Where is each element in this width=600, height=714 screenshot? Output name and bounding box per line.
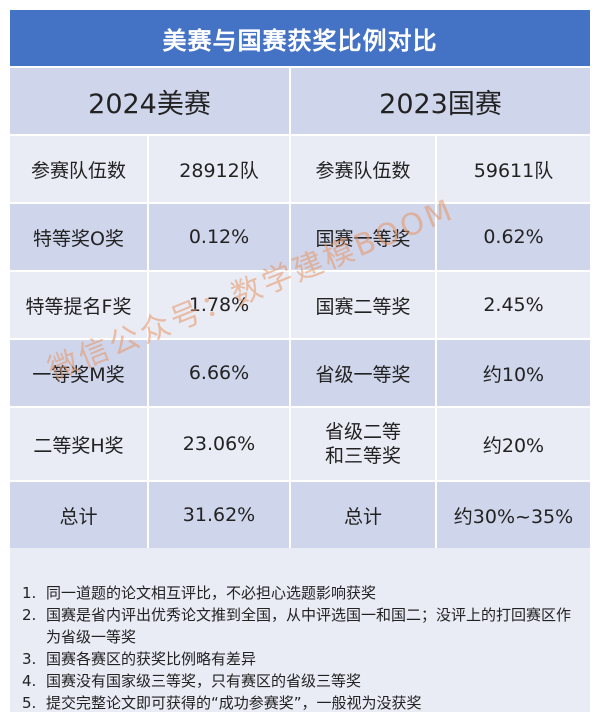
note-number: 2. [22,606,37,624]
row-label-left: 特等提名F奖 [10,271,149,340]
table-row: 特等提名F奖 1.78% 国赛二等奖 2.45% [10,271,590,340]
notes-list: 1. 同一道题的论文相互评比，不必担心选题影响获奖 2. 国赛是省内评出优秀论文推到… [22,582,578,714]
row-value-right: 0.62% [436,203,590,272]
note-number: 3. [22,650,37,668]
list-item: 5. 提交完整论文即可获得的“成功参赛奖”，一般视为没获奖 [22,692,578,714]
row-label-right: 省级二等和三等奖 [290,407,437,482]
row-value-right: 2.45% [436,271,590,340]
row-label-right: 总计 [290,481,437,550]
row-label-left: 总计 [10,481,149,550]
table-row: 二等奖H奖 23.06% 省级二等和三等奖 约20% [10,407,590,482]
row-label-right: 参赛队伍数 [290,135,437,204]
note-text: 同一道题的论文相互评比，不必担心选题影响获奖 [46,584,377,602]
notes-panel: 1. 同一道题的论文相互评比，不必担心选题影响获奖 2. 国赛是省内评出优秀论文推到… [10,548,590,712]
table-row: 一等奖M奖 6.66% 省级一等奖 约10% [10,339,590,408]
note-text: 国赛是省内评出优秀论文推到全国，从中评选国一和国二；没评上的打回赛区作为省级一等… [46,606,572,646]
note-number: 4. [22,672,37,690]
row-value-left: 1.78% [148,271,291,340]
row-label-left: 特等奖O奖 [10,203,149,272]
note-number: 5. [22,694,37,712]
page-title: 美赛与国赛获奖比例对比 [10,10,590,66]
row-value-left: 28912队 [148,135,291,204]
table-header-row: 2024美赛 2023国赛 [10,68,590,136]
comparison-table: 2024美赛 2023国赛 参赛队伍数 28912队 参赛队伍数 59611队 … [10,68,590,550]
note-number: 1. [22,584,37,602]
list-item: 4. 国赛没有国家级三等奖，只有赛区的省级三等奖 [22,670,578,692]
note-text: 国赛没有国家级三等奖，只有赛区的省级三等奖 [46,672,362,690]
row-value-left: 31.62% [148,481,291,550]
list-item: 3. 国赛各赛区的获奖比例略有差异 [22,648,578,670]
row-value-left: 6.66% [148,339,291,408]
row-label-left: 参赛队伍数 [10,135,149,204]
row-value-right: 约20% [436,407,590,482]
table-row: 参赛队伍数 28912队 参赛队伍数 59611队 [10,135,590,204]
row-label-right: 省级一等奖 [290,339,437,408]
note-text: 提交完整论文即可获得的“成功参赛奖”，一般视为没获奖 [46,694,422,712]
header-2023-cumcm: 2023国赛 [290,68,590,136]
row-value-right: 约10% [436,339,590,408]
list-item: 2. 国赛是省内评出优秀论文推到全国，从中评选国一和国二；没评上的打回赛区作为省级… [22,604,578,648]
note-text: 国赛各赛区的获奖比例略有差异 [46,650,257,668]
table-row: 特等奖O奖 0.12% 国赛一等奖 0.62% [10,203,590,272]
row-value-left: 23.06% [148,407,291,482]
table-row: 总计 31.62% 总计 约30%~35% [10,481,590,550]
header-2024-mcm: 2024美赛 [10,68,291,136]
row-label-left: 二等奖H奖 [10,407,149,482]
row-value-right: 59611队 [436,135,590,204]
row-label-right: 国赛二等奖 [290,271,437,340]
row-label-right: 国赛一等奖 [290,203,437,272]
row-value-left-highlight: 0.12% [148,203,291,272]
list-item: 1. 同一道题的论文相互评比，不必担心选题影响获奖 [22,582,578,604]
row-value-right: 约30%~35% [436,481,590,550]
row-label-left: 一等奖M奖 [10,339,149,408]
